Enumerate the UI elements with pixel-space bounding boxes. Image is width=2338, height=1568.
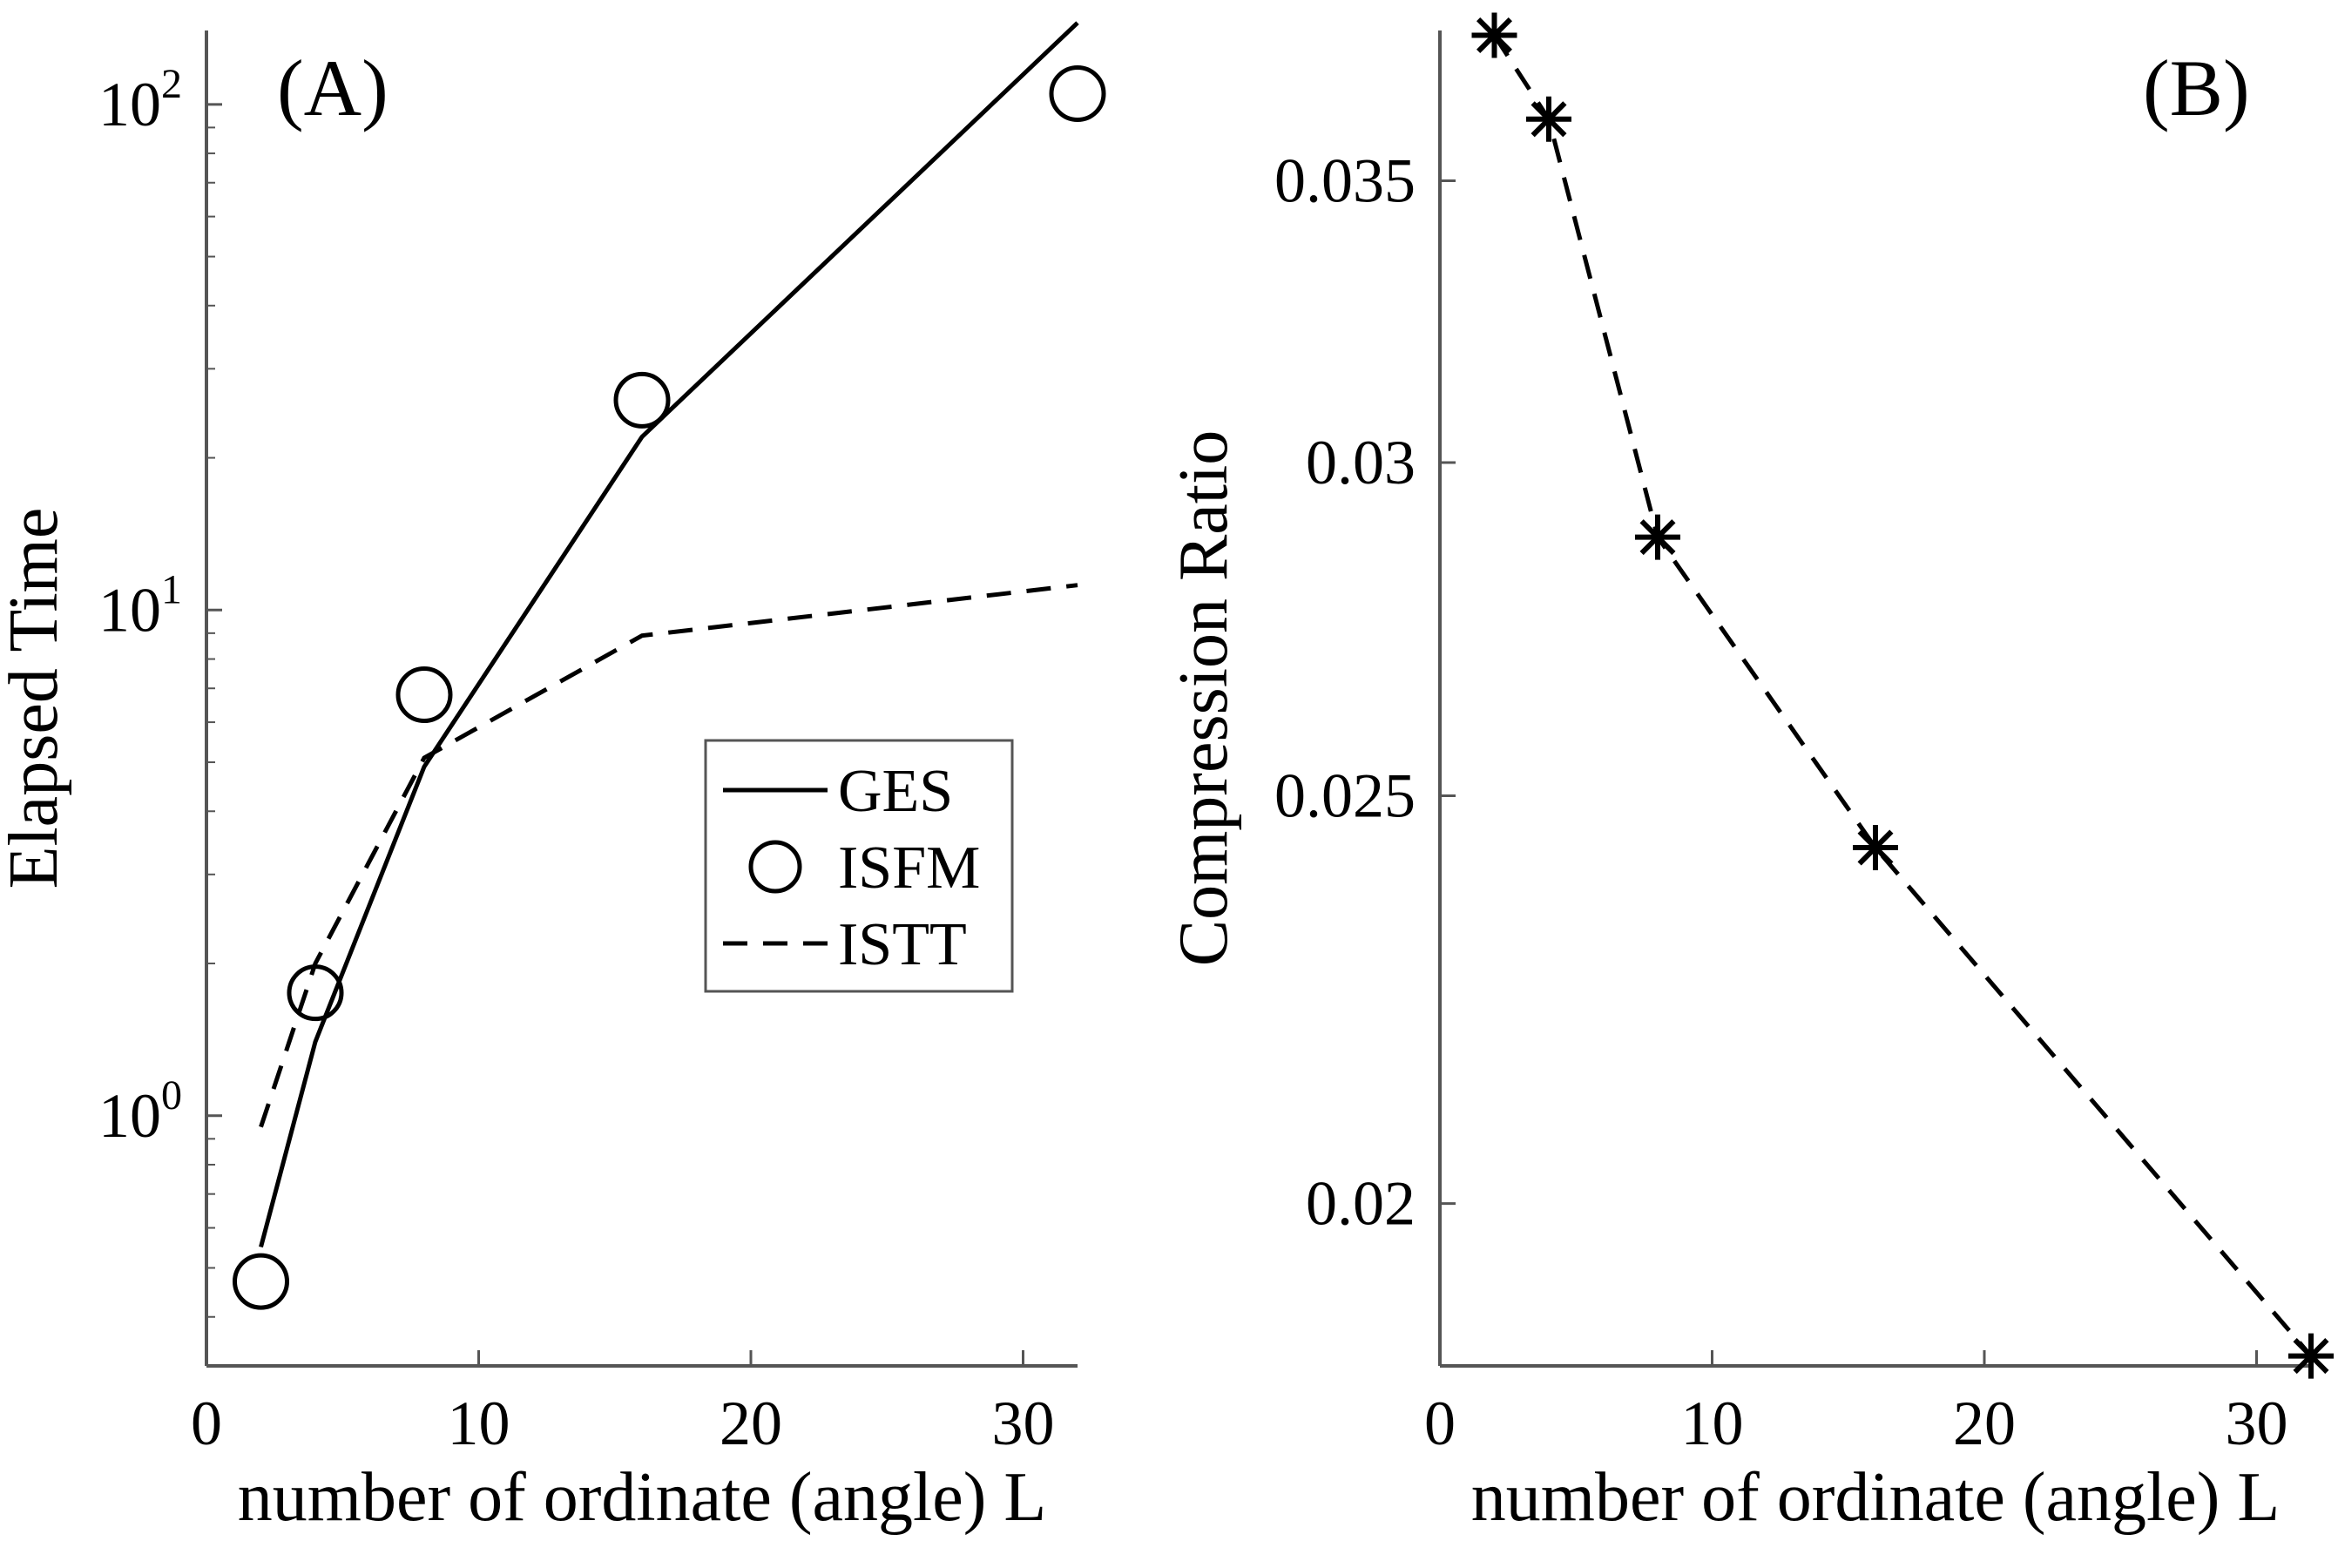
x-tick-label: 0	[1424, 1389, 1456, 1458]
legend-swatch-circle	[748, 840, 802, 894]
legend-entry-label: GES	[838, 758, 953, 825]
x-tick-label: 30	[992, 1389, 1055, 1458]
data-point-asterisk	[1471, 12, 1517, 58]
data-point-isfm	[613, 371, 671, 429]
y-tick-label: 0.025	[1274, 760, 1416, 830]
x-axis-label: number of ordinate (angle) L	[238, 1459, 1047, 1536]
series-line-istt	[259, 583, 1078, 1128]
legend-box	[704, 739, 1014, 993]
y-tick-exponent: 1	[161, 566, 182, 612]
data-point-isfm	[395, 666, 453, 724]
series-line-ges	[259, 21, 1079, 1248]
x-tick-label: 0	[191, 1389, 222, 1458]
series-line-compression-ratio	[1492, 34, 2313, 1358]
x-tick-label: 10	[1681, 1389, 1744, 1458]
data-point-asterisk	[1635, 514, 1680, 560]
y-tick-label: 101	[98, 566, 182, 645]
y-tick-label: 0.035	[1274, 146, 1416, 216]
x-tick-label: 20	[1953, 1389, 2016, 1458]
y-tick-label: 0.03	[1306, 428, 1416, 497]
legend-entry-label: ISTT	[838, 911, 967, 978]
asterisk-stroke	[1857, 829, 1894, 866]
data-point-asterisk	[1853, 825, 1898, 871]
x-axis-label: number of ordinate (angle) L	[1471, 1459, 2281, 1536]
y-tick-label: 100	[98, 1072, 182, 1151]
data-point-isfm	[233, 1253, 289, 1310]
y-tick-label: 0.02	[1306, 1169, 1416, 1239]
y-tick-exponent: 2	[161, 61, 182, 107]
data-point-asterisk	[2288, 1333, 2334, 1379]
y-axis-label: Elapsed Time	[0, 508, 72, 889]
y-tick-base: 10	[98, 70, 161, 139]
asterisk-stroke	[1476, 17, 1513, 54]
x-tick-label: 30	[2226, 1389, 2288, 1458]
panel-b: 0 10 20 30 0.02 0.025 0.03 0.035 number of ordin…	[1166, 12, 2334, 1536]
legend: GES ISFM ISTT	[704, 739, 1014, 993]
data-point-asterisk	[1526, 96, 1571, 142]
y-tick-label: 102	[98, 61, 182, 139]
panel-label: (A)	[277, 44, 389, 132]
legend-entry-label: ISFM	[838, 835, 980, 902]
data-point-isfm	[1049, 65, 1106, 123]
asterisk-stroke	[1639, 519, 1676, 556]
x-tick-label: 20	[720, 1389, 782, 1458]
y-tick-base: 10	[98, 1081, 161, 1151]
asterisk-stroke	[1531, 101, 1567, 138]
panel-label: (B)	[2143, 44, 2250, 132]
asterisk-stroke	[2293, 1338, 2329, 1375]
x-tick-label: 10	[448, 1389, 510, 1458]
y-tick-base: 10	[98, 575, 161, 645]
y-tick-exponent: 0	[161, 1072, 182, 1119]
y-axis-label: Compression Ratio	[1166, 430, 1242, 967]
